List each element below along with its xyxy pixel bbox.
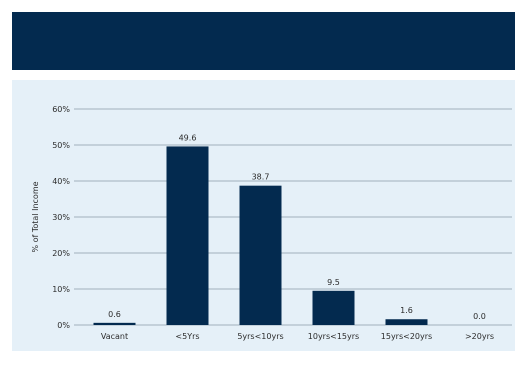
category-label: Vacant xyxy=(101,332,128,341)
data-label: 1.6 xyxy=(400,306,413,315)
data-label: 38.7 xyxy=(252,173,270,182)
y-axis-title: % of Total Income xyxy=(31,181,40,252)
y-tick-label: 50% xyxy=(52,141,70,150)
data-label: 9.5 xyxy=(327,278,340,287)
data-label: 49.6 xyxy=(179,133,197,142)
category-label: 10yrs<15yrs xyxy=(308,332,359,341)
category-label: 5yrs<10yrs xyxy=(237,332,283,341)
y-tick-label: 30% xyxy=(52,213,70,222)
y-tick-label: 40% xyxy=(52,177,70,186)
y-tick-label: 60% xyxy=(52,105,70,114)
data-label: 0.0 xyxy=(473,312,486,321)
y-tick-label: 0% xyxy=(57,321,70,330)
category-label: 15yrs<20yrs xyxy=(381,332,432,341)
y-tick-label: 10% xyxy=(52,285,70,294)
bar xyxy=(312,290,355,325)
header-band xyxy=(12,12,515,70)
bar xyxy=(166,146,209,325)
data-label: 0.6 xyxy=(108,310,121,319)
bar xyxy=(239,185,282,325)
bar xyxy=(385,319,428,325)
bar xyxy=(93,322,136,325)
category-label: <5Yrs xyxy=(175,332,199,341)
category-label: >20yrs xyxy=(465,332,494,341)
y-tick-label: 20% xyxy=(52,249,70,258)
